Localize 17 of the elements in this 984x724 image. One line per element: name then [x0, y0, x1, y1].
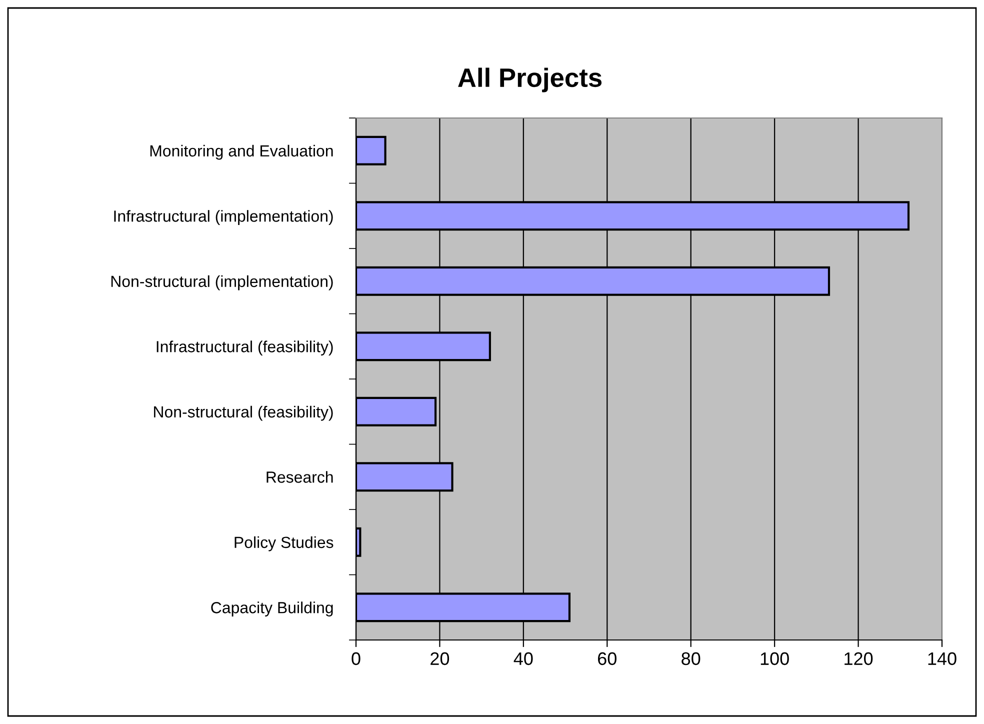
- x-tick-label: 100: [760, 652, 789, 666]
- y-tick-label: Infrastructural (feasibility): [156, 340, 333, 356]
- y-tick-label: Research: [266, 471, 333, 483]
- chart-title: All Projects: [458, 68, 602, 92]
- x-tick-label: 120: [844, 652, 873, 666]
- x-tick-label: 20: [430, 652, 450, 666]
- y-tick-label: Monitoring and Evaluation: [150, 144, 333, 160]
- y-tick-label: Policy Studies: [234, 536, 334, 552]
- x-tick-label: 60: [598, 652, 616, 666]
- y-tick-label: Non-structural (implementation): [111, 275, 333, 290]
- x-tick-label: 40: [514, 652, 533, 666]
- x-tick-label: 140: [928, 652, 956, 666]
- x-tick-label: 0: [352, 652, 360, 666]
- y-tick-label: Capacity Building: [211, 602, 333, 616]
- y-tick-label: Infrastructural (implementation): [114, 210, 333, 225]
- x-tick-label: 80: [682, 652, 700, 666]
- y-tick-label: Non-structural (feasibility): [154, 406, 333, 421]
